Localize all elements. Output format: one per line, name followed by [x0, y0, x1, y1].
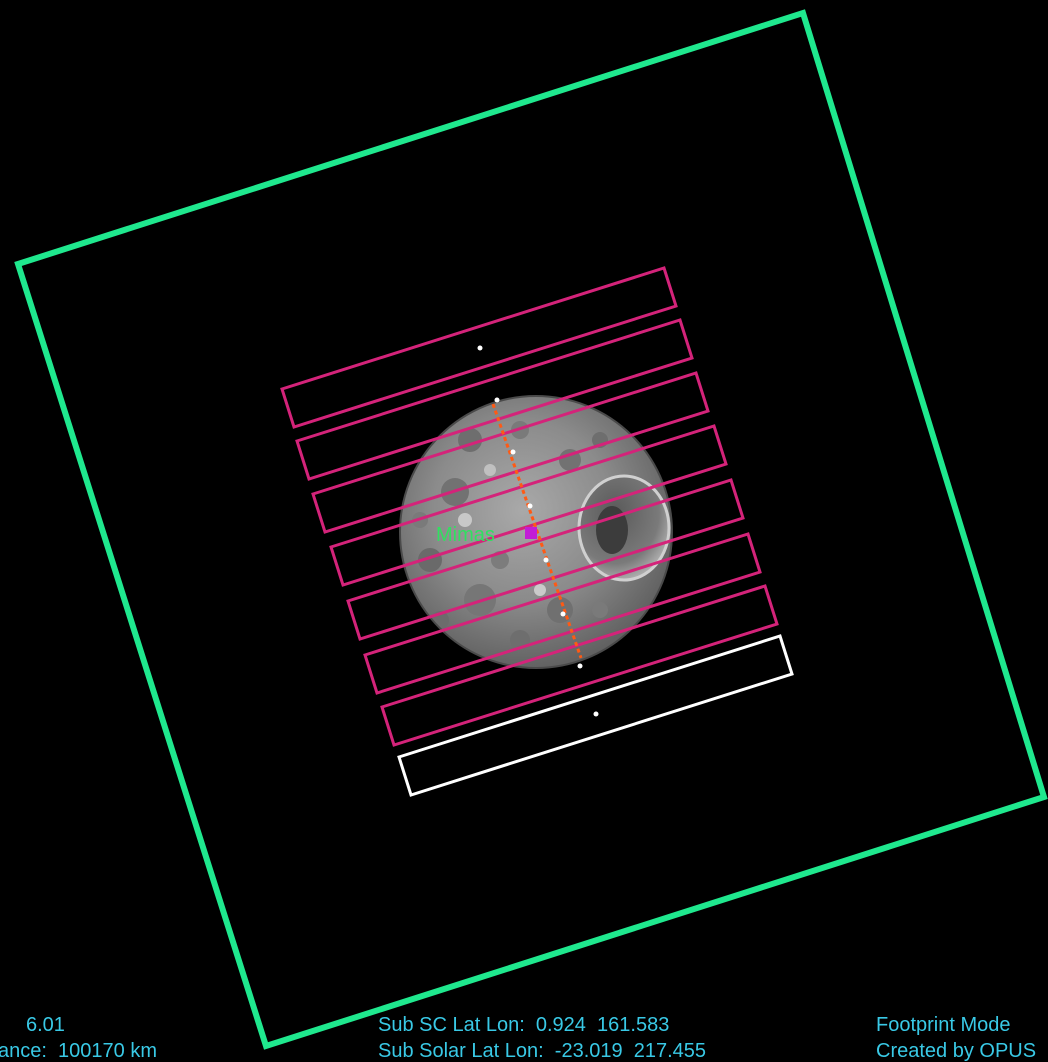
- footprint-strip-1[interactable]: [280, 266, 678, 429]
- hud-mode: Footprint Mode: [876, 1014, 1011, 1036]
- center-point: [560, 611, 566, 617]
- footprint-strip-6[interactable]: [363, 532, 762, 695]
- hud-sub-solar-latlon: Sub Solar Lat Lon: -23.019 217.455: [378, 1040, 707, 1062]
- outer-fov-frame: [14, 9, 1048, 1050]
- footprint-strips: [280, 266, 794, 797]
- center-point: [510, 449, 516, 455]
- center-point: [477, 345, 483, 351]
- target-label: Mimas: [436, 524, 495, 546]
- footprint-strip-2[interactable]: [295, 318, 694, 481]
- footprint-strip-7[interactable]: [380, 584, 779, 747]
- center-point: [527, 503, 533, 509]
- footprint-strip-5[interactable]: [346, 478, 745, 641]
- footprint-strip-current[interactable]: [397, 634, 794, 797]
- footprint-strip-4[interactable]: [329, 424, 728, 587]
- hud-left-line-2: ance: 100170 km: [0, 1040, 157, 1062]
- center-point: [577, 663, 583, 669]
- hud-left-line-1: 6.01: [26, 1014, 65, 1036]
- footprint-strip-3[interactable]: [311, 371, 710, 534]
- target-marker-icon[interactable]: [525, 527, 537, 539]
- hud-sub-sc-latlon: Sub SC Lat Lon: 0.924 161.583: [378, 1014, 670, 1036]
- center-point: [494, 397, 500, 403]
- hud-credit: Created by OPUS: [876, 1040, 1037, 1062]
- center-point: [543, 557, 549, 563]
- center-point: [593, 711, 599, 717]
- strip-center-points: [477, 345, 599, 717]
